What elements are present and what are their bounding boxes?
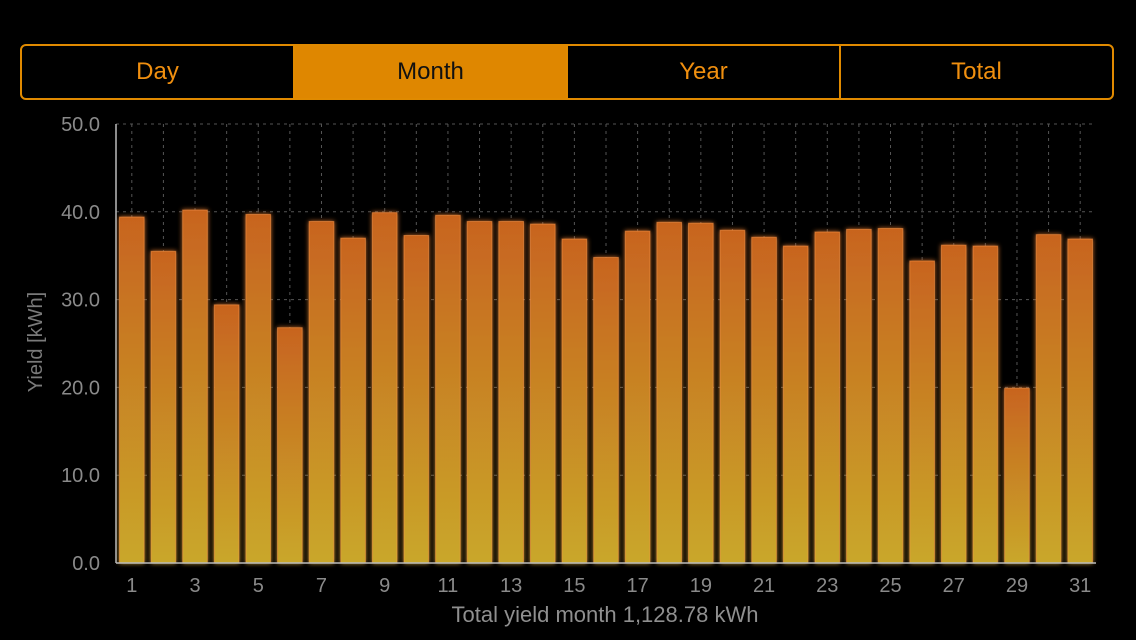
bar-day-15[interactable] <box>561 238 588 564</box>
bar-day-29[interactable] <box>1004 387 1030 564</box>
bar-day-3[interactable] <box>182 209 208 564</box>
x-tick-label: 31 <box>1069 575 1091 597</box>
x-tick-label: 15 <box>563 575 585 597</box>
tab-day[interactable]: Day <box>22 46 295 98</box>
bar-day-4[interactable] <box>213 304 240 564</box>
axis-labels: 0.010.020.030.040.050.01 3 5 7 9 11 13 15 17 19 21… <box>61 114 1091 597</box>
x-tick-label: 27 <box>943 575 965 597</box>
tab-month[interactable]: Month <box>295 46 568 98</box>
bar-day-31[interactable] <box>1067 238 1094 564</box>
bar-day-9[interactable] <box>371 212 398 564</box>
y-tick-label: 40.0 <box>61 202 100 224</box>
bar-day-20[interactable] <box>719 229 746 564</box>
y-tick-label: 0.0 <box>72 553 100 575</box>
tab-total[interactable]: Total <box>951 58 1002 85</box>
bar-day-16[interactable] <box>593 256 619 564</box>
bar-day-10[interactable] <box>403 235 430 564</box>
bar-day-23[interactable] <box>814 231 841 564</box>
bar-day-6[interactable] <box>277 327 303 564</box>
bar-day-28[interactable] <box>972 245 999 564</box>
axes <box>115 124 1096 564</box>
period-segmented-control: Day Month Year Total <box>20 44 1114 100</box>
bar-day-1[interactable] <box>118 216 145 564</box>
tab-year[interactable]: Year <box>568 46 841 98</box>
x-tick-label: 5 <box>253 575 264 597</box>
x-tick-label: 19 <box>690 575 712 597</box>
bar-day-7[interactable] <box>308 220 335 564</box>
bar-day-25[interactable] <box>877 227 904 564</box>
x-tick-label: 3 <box>189 575 200 597</box>
bar-day-11[interactable] <box>435 214 461 564</box>
bar-day-26[interactable] <box>909 260 935 564</box>
bar-day-13[interactable] <box>498 220 524 564</box>
y-axis-title: Yield [kWh] <box>25 292 47 392</box>
bar-day-30[interactable] <box>1035 234 1062 564</box>
bar-day-17[interactable] <box>624 230 651 564</box>
bar-day-14[interactable] <box>529 223 556 564</box>
bar-day-2[interactable] <box>150 250 177 564</box>
x-tick-label: 1 <box>126 575 137 597</box>
y-tick-label: 50.0 <box>61 114 100 136</box>
bar-day-19[interactable] <box>688 222 714 564</box>
bar-day-22[interactable] <box>782 245 809 564</box>
total-yield-caption: Total yield month 1,128.78 kWh <box>452 602 759 627</box>
bar-day-24[interactable] <box>846 228 872 564</box>
bar-day-8[interactable] <box>340 237 366 564</box>
x-tick-label: 23 <box>816 575 838 597</box>
y-tick-label: 10.0 <box>61 465 100 487</box>
x-tick-label: 29 <box>1006 575 1028 597</box>
x-tick-label: 11 <box>438 575 459 597</box>
x-tick-label: 25 <box>879 575 901 597</box>
x-tick-label: 7 <box>316 575 327 597</box>
bar-day-12[interactable] <box>466 220 493 564</box>
bar-day-18[interactable] <box>656 221 683 564</box>
bar-day-27[interactable] <box>940 244 967 564</box>
x-tick-label: 21 <box>753 575 775 597</box>
bar-day-5[interactable] <box>245 213 272 564</box>
bar-day-21[interactable] <box>751 236 777 564</box>
y-tick-label: 20.0 <box>61 377 100 399</box>
bars <box>118 209 1094 564</box>
x-tick-label: 13 <box>500 575 522 597</box>
y-tick-label: 30.0 <box>61 290 100 312</box>
x-tick-label: 17 <box>626 575 648 597</box>
x-tick-label: 9 <box>379 575 390 597</box>
